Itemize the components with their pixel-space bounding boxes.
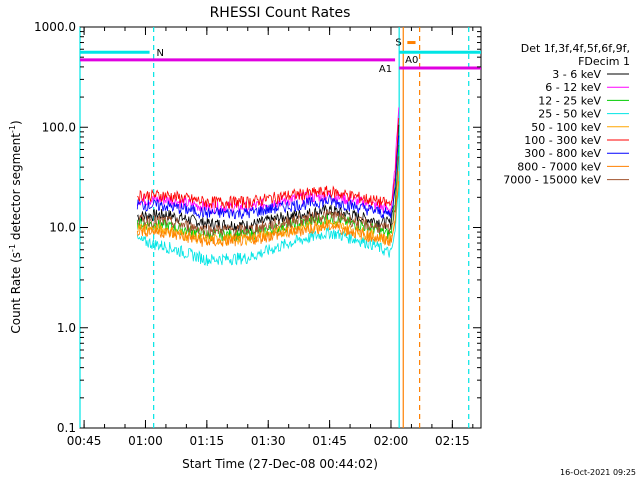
legend-label: 12 - 25 keV — [538, 94, 601, 107]
event-markers — [79, 27, 470, 428]
legend-label: 100 - 300 keV — [524, 134, 601, 147]
legend-label: 800 - 7000 keV — [517, 160, 601, 173]
legend: Det 1f,3f,4f,5f,6f,9f, FDecim 1 3 - 6 ke… — [503, 42, 630, 187]
legend-header-1: Det 1f,3f,4f,5f,6f,9f, — [521, 42, 630, 55]
x-tick-label: 01:15 — [190, 434, 225, 448]
legend-label: 50 - 100 keV — [531, 121, 601, 134]
annotation-label: S — [395, 38, 401, 49]
x-tick-label: 01:30 — [251, 434, 286, 448]
y-tick-label: 10.0 — [49, 221, 76, 235]
y-label-part-2: detector segment — [9, 133, 23, 244]
x-tick-label: 02:00 — [374, 434, 409, 448]
series-lines — [136, 107, 400, 267]
series-line — [136, 156, 400, 238]
series-line — [136, 181, 400, 247]
axes: 00:45 01:00 01:15 01:30 01:45 02:00 02:15 0.1 1.… — [34, 20, 481, 448]
series-line — [136, 188, 400, 267]
y-tick-label: 100.0 — [42, 120, 76, 134]
series-line — [137, 118, 400, 210]
x-tick-label: 00:45 — [67, 434, 102, 448]
y-label-part-3: ) — [9, 120, 23, 125]
legend-label: 25 - 50 keV — [538, 108, 601, 121]
legend-label: 6 - 12 keV — [545, 81, 601, 94]
chart-title: RHESSI Count Rates — [210, 5, 351, 21]
legend-header-2: FDecim 1 — [578, 55, 630, 68]
annotation-label: A1 — [379, 64, 392, 75]
y-label-sup-1: -1 — [8, 244, 17, 252]
annotation-label: A0 — [405, 55, 418, 66]
legend-label: 300 - 800 keV — [524, 147, 601, 160]
y-label-sup-2: -1 — [8, 125, 17, 133]
series-line — [136, 135, 400, 220]
y-tick-label: 1000.0 — [34, 20, 76, 34]
series-line — [136, 124, 400, 232]
footer-timestamp: 16-Oct-2021 09:25 — [560, 468, 636, 477]
y-tick-label: 1.0 — [57, 321, 76, 335]
y-label-part-1: Count Rate (s — [9, 252, 23, 334]
x-tick-label: 02:15 — [435, 434, 470, 448]
annotation-label: N — [157, 48, 164, 59]
y-axis-label: Count Rate (s-1 detector segment-1) — [8, 120, 23, 333]
legend-label: 3 - 6 keV — [552, 68, 601, 81]
x-tick-label: 01:00 — [128, 434, 163, 448]
legend-label: 7000 - 15000 keV — [503, 174, 601, 187]
x-axis-label: Start Time (27-Dec-08 00:44:02) — [182, 457, 378, 471]
attenuator-annotations: N A1 S A0 — [80, 38, 481, 75]
y-tick-label: 0.1 — [57, 421, 76, 435]
series-line — [136, 144, 400, 243]
x-tick-label: 01:45 — [312, 434, 347, 448]
